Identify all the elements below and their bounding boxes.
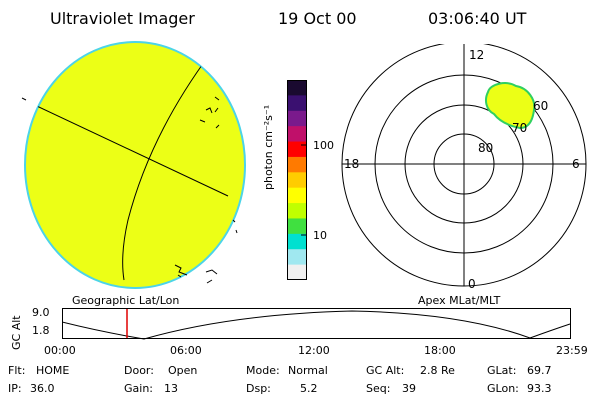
timeline-y-tick-bottom: 1.8: [32, 324, 50, 337]
timeline-y-tick-top: 9.0: [32, 306, 50, 319]
colorbar-band: [287, 218, 307, 235]
colorbar-band: [287, 172, 307, 189]
time-label: 03:06:40 UT: [428, 9, 527, 28]
timeline-x-tick-0000: 00:00: [44, 344, 76, 357]
colorbar-band: [287, 187, 307, 204]
colorbar-band: [287, 249, 307, 266]
colorbar-band: [287, 110, 307, 127]
status-seq-value: 39: [402, 382, 416, 395]
status-seq-label: Seq:: [366, 382, 391, 395]
status-flt-value: HOME: [36, 364, 70, 377]
colorbar-band: [287, 141, 307, 158]
colorbar-band: [287, 156, 307, 173]
altitude-curve: [62, 310, 571, 340]
coastline-fragments: [174, 96, 238, 284]
colorbar-band: [287, 264, 307, 281]
status-flt-label: Flt:: [8, 364, 26, 377]
polar-plot-panel: 12 18 6 0 60 70 80: [341, 44, 587, 291]
status-ip-label: IP:: [8, 382, 22, 395]
instrument-title: Ultraviolet Imager: [50, 9, 195, 28]
colorbar-tick-10: 10: [313, 229, 327, 242]
lat-label-80: 80: [478, 141, 493, 155]
status-glat-value: 69.7: [527, 364, 552, 377]
status-door-value: Open: [168, 364, 198, 377]
timeline-y-label: GC Alt: [10, 315, 23, 350]
left-panel-caption: Geographic Lat/Lon: [72, 294, 180, 307]
colorbar-band: [287, 233, 307, 250]
altitude-timeline: [62, 308, 571, 340]
status-dsp-label: Dsp:: [246, 382, 271, 395]
timeline-x-tick-0600: 06:00: [170, 344, 202, 357]
colorbar: [287, 80, 307, 281]
colorbar-band: [287, 126, 307, 143]
longitude-line: [122, 53, 211, 281]
colorbar-band: [287, 80, 307, 96]
timeline-x-tick-2359: 23:59: [556, 344, 588, 357]
timeline-x-tick-1200: 12:00: [298, 344, 330, 357]
mlt-label-0: 0: [468, 277, 476, 291]
status-gain-value: 13: [164, 382, 178, 395]
status-glon-label: GLon:: [487, 382, 519, 395]
colorbar-unit-label: photon cm⁻²s⁻¹: [262, 104, 275, 190]
lat-label-60: 60: [533, 99, 548, 113]
status-dsp-value: 5.2: [300, 382, 318, 395]
right-panel-caption: Apex MLat/MLT: [418, 294, 501, 307]
uv-image-disk: [24, 41, 246, 289]
status-mode-value: Normal: [288, 364, 328, 377]
geographic-map-panel: [21, 41, 246, 289]
status-gcalt-label: GC Alt:: [366, 364, 405, 377]
timeline-x-tick-1800: 18:00: [424, 344, 456, 357]
mlt-label-6: 6: [572, 157, 580, 171]
status-glat-label: GLat:: [487, 364, 517, 377]
colorbar-tick-100: 100: [313, 139, 334, 152]
status-gcalt-value: 2.8 Re: [420, 364, 455, 377]
status-glon-value: 93.3: [527, 382, 552, 395]
lat-label-70: 70: [512, 121, 527, 135]
status-door-label: Door:: [124, 364, 154, 377]
latitude-line: [25, 99, 229, 197]
colorbar-band: [287, 203, 307, 219]
status-gain-label: Gain:: [124, 382, 153, 395]
aurora-patch: [485, 82, 536, 130]
mlt-label-12: 12: [469, 48, 484, 62]
status-mode-label: Mode:: [246, 364, 280, 377]
mlt-label-18: 18: [344, 157, 359, 171]
date-label: 19 Oct 00: [278, 9, 357, 28]
status-ip-value: 36.0: [30, 382, 55, 395]
colorbar-band: [287, 95, 307, 112]
